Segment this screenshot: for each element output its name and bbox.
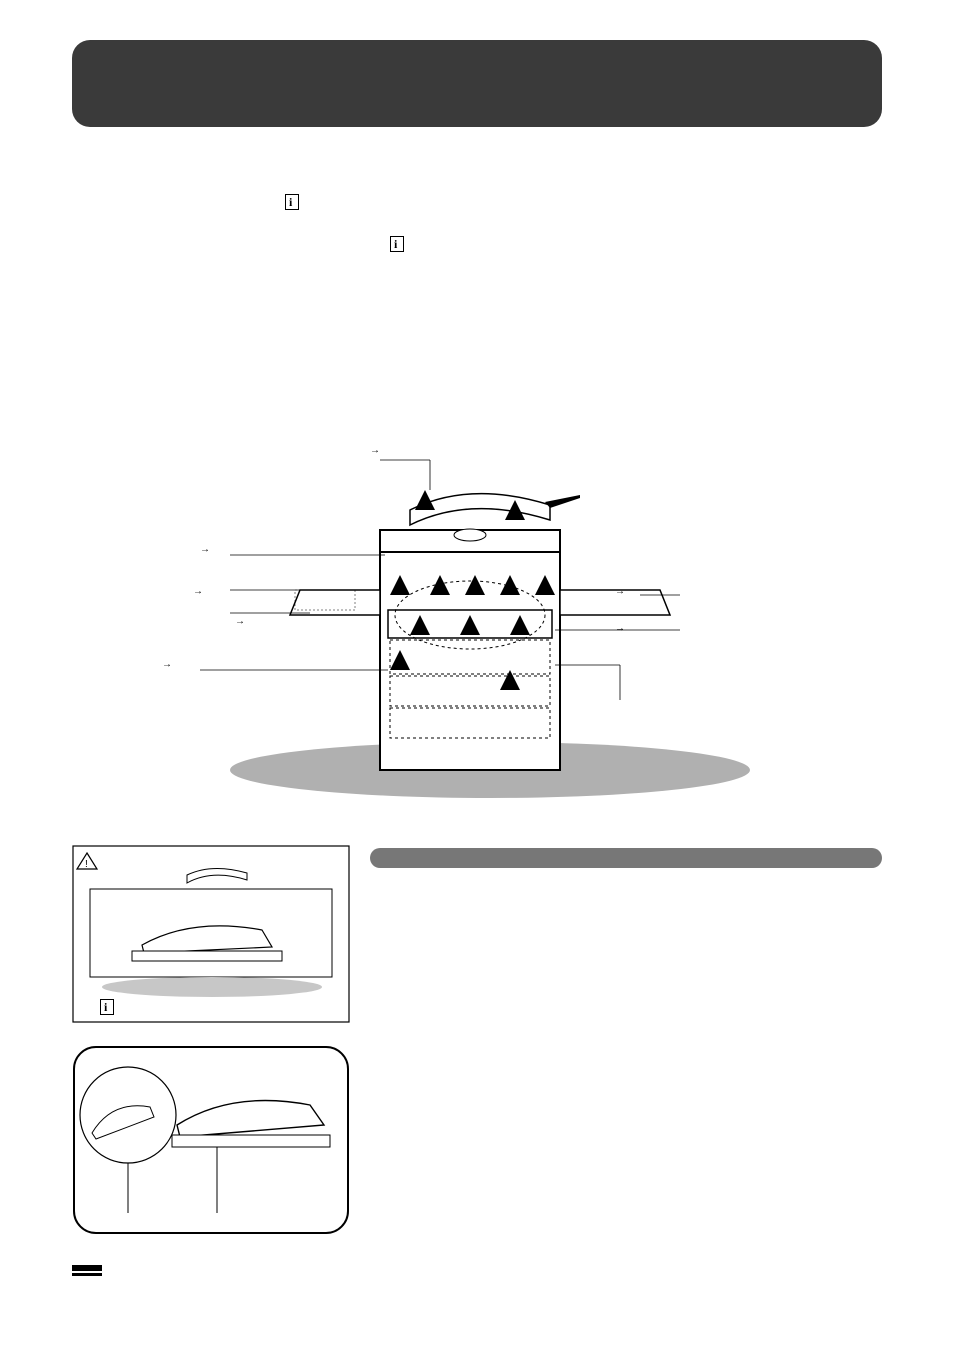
section-heading-bar <box>370 848 882 868</box>
footer-bars <box>72 1265 102 1276</box>
info-icon-2 <box>390 235 404 253</box>
info-icon-3 <box>100 998 114 1016</box>
callout-bypass: → <box>615 585 623 597</box>
callout-scanner: → <box>200 543 208 555</box>
copier-front-diagram <box>200 440 780 800</box>
svg-text:!: ! <box>85 859 88 870</box>
info-icon-1 <box>285 193 299 211</box>
callout-cassettes: → <box>162 658 170 670</box>
callout-doc-feeder: → <box>370 444 378 456</box>
document-feeder-detail-figure <box>72 1045 350 1235</box>
callout-paper-exit: → <box>235 615 243 627</box>
callout-cassette1: → <box>615 622 623 634</box>
callout-fuser: → <box>193 585 201 597</box>
touch-panel-warning-figure: ! <box>72 845 350 1023</box>
title-banner <box>72 40 882 127</box>
